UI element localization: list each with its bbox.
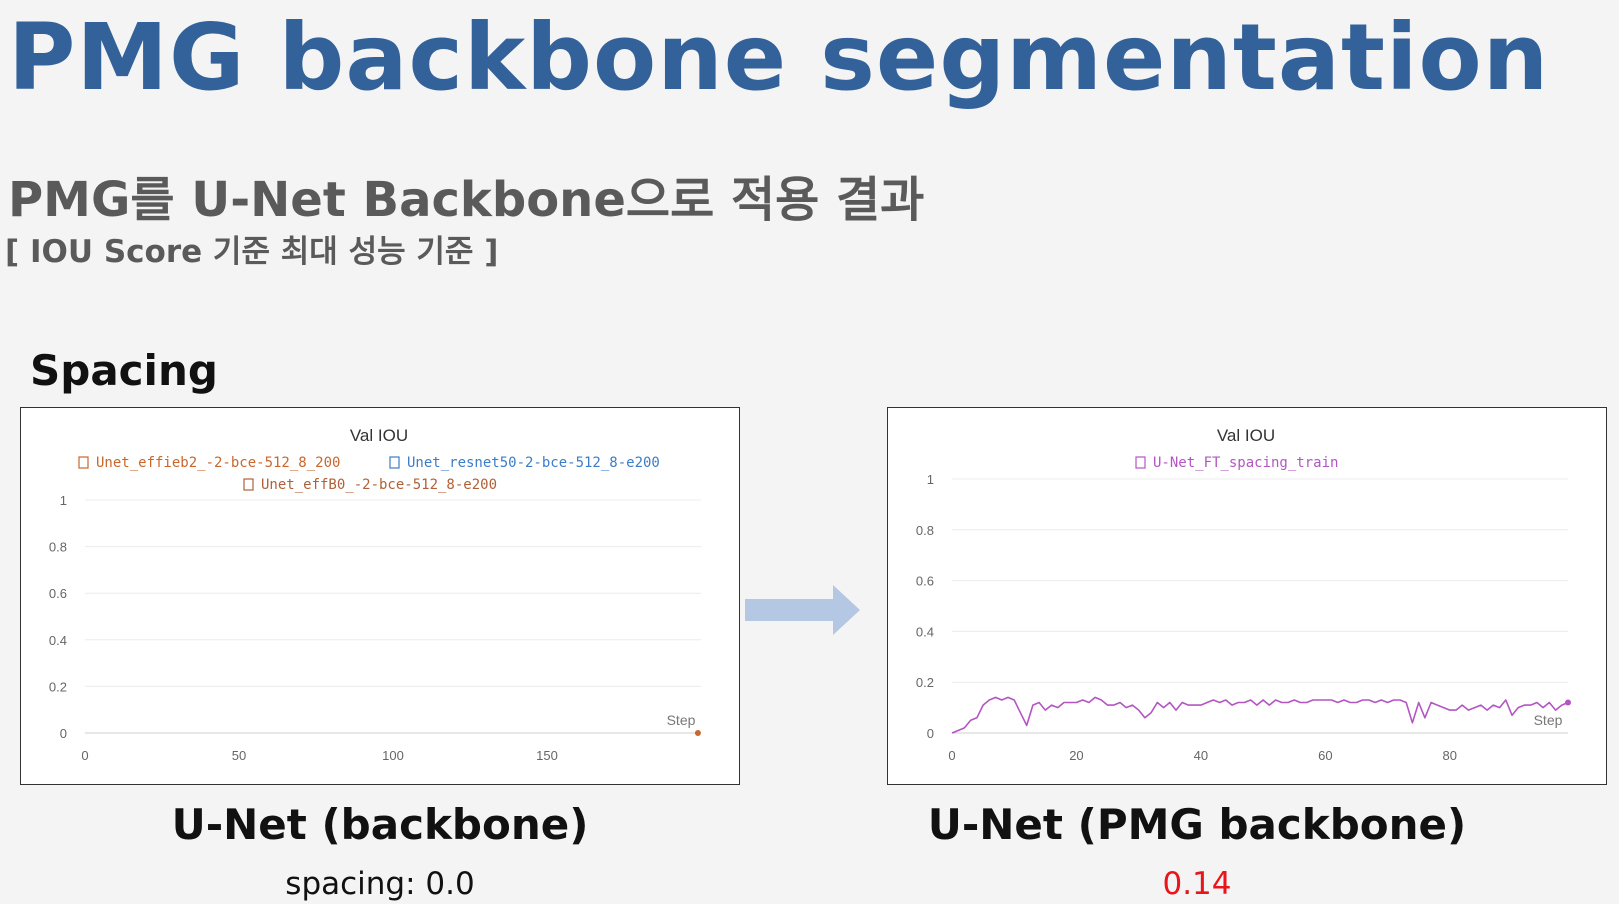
y-tick-label: 0.6 [916, 574, 934, 589]
series-end-point [694, 730, 701, 736]
legend-swatch-icon [78, 456, 89, 469]
legend-swatch-icon [389, 456, 400, 469]
series-end-point [1565, 699, 1571, 706]
caption-right: U-Net (PMG backbone) [927, 800, 1467, 849]
x-tick-label: 0 [948, 748, 955, 763]
x-tick-label: 60 [1318, 748, 1332, 763]
y-tick-label: 0.2 [49, 679, 67, 694]
y-tick-label: 0 [60, 726, 67, 741]
y-tick-label: 0.8 [916, 523, 934, 538]
section-label: Spacing [30, 346, 218, 395]
criteria-note: [ IOU Score 기준 최대 성능 기준 ] [5, 234, 499, 270]
x-axis-label: Step [667, 712, 696, 728]
legend-item: U-Net_FT_spacing_train [1135, 455, 1338, 471]
x-tick-label: 100 [382, 748, 404, 763]
legend-label: U-Net_FT_spacing_train [1153, 455, 1338, 471]
val-iou-chart-left: Val IOU Unet_effieb2_-2-bce-512_8_200 Unet… [49, 426, 701, 763]
x-tick-label: 50 [232, 748, 246, 763]
caption-left: U-Net (backbone) [171, 800, 589, 849]
y-tick-label: 0.2 [916, 675, 934, 690]
val-iou-chart-right: Val IOU U-Net_FT_spacing_train 0 0.2 0.4 0.6 0… [916, 426, 1571, 763]
x-tick-label: 20 [1069, 748, 1083, 763]
chart-title: Val IOU [350, 426, 408, 445]
y-tick-label: 1 [60, 493, 67, 508]
chart-panel-left: Val IOU Unet_effieb2_-2-bce-512_8_200 Unet… [20, 407, 740, 785]
legend-swatch-icon [243, 478, 254, 491]
series-line [951, 696, 1569, 734]
y-tick-label: 0.4 [916, 624, 934, 639]
x-tick-label: 40 [1194, 748, 1208, 763]
subtitle: PMG를 U-Net Backbone으로 적용 결과 [8, 172, 925, 228]
score-left: spacing: 0.0 [285, 866, 475, 902]
y-tick-label: 1 [927, 472, 934, 487]
legend-item: Unet_effB0_-2-bce-512_8-e200 [243, 477, 497, 493]
legend-item: Unet_resnet50-2-bce-512_8-e200 [389, 455, 660, 471]
y-tick-label: 0 [927, 726, 934, 741]
y-tick-label: 0.4 [49, 633, 67, 648]
legend-item: Unet_effieb2_-2-bce-512_8_200 [78, 455, 340, 471]
score-right: 0.14 [1162, 866, 1232, 902]
x-axis-label: Step [1534, 712, 1563, 728]
chart-title: Val IOU [1217, 426, 1275, 445]
x-tick-label: 150 [536, 748, 558, 763]
page-title: PMG backbone segmentation [8, 4, 1550, 111]
y-tick-label: 0.6 [49, 586, 67, 601]
x-tick-label: 0 [81, 748, 88, 763]
legend-swatch-icon [1135, 456, 1146, 469]
chart-panel-right: Val IOU U-Net_FT_spacing_train 0 0.2 0.4 0.6 0… [887, 407, 1607, 785]
legend-label: Unet_effB0_-2-bce-512_8-e200 [261, 477, 497, 493]
legend-label: Unet_effieb2_-2-bce-512_8_200 [96, 455, 340, 471]
right-arrow-icon [745, 585, 860, 635]
x-tick-label: 80 [1443, 748, 1457, 763]
y-tick-label: 0.8 [49, 540, 67, 555]
legend-label: Unet_resnet50-2-bce-512_8-e200 [407, 455, 660, 471]
